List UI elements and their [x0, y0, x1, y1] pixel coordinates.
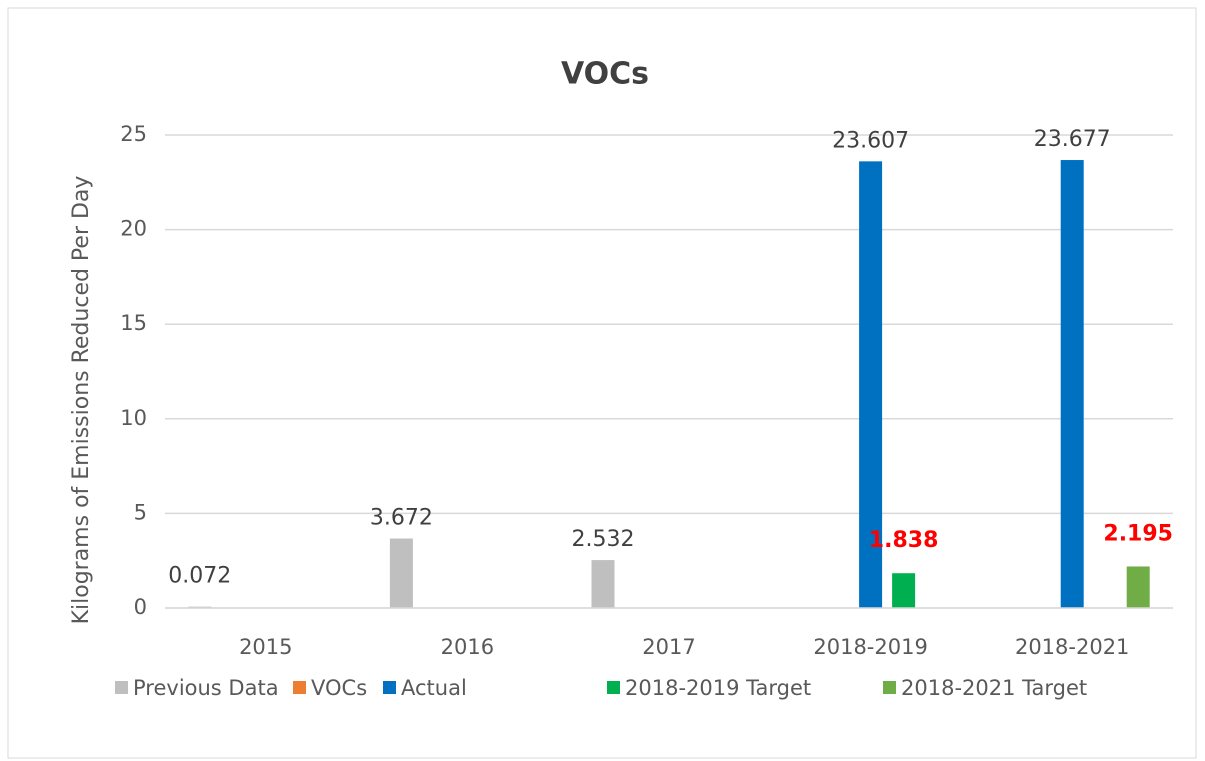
bar: [389, 538, 413, 608]
legend-label: Previous Data: [133, 676, 279, 700]
x-tick-label: 2016: [441, 635, 494, 659]
data-label: 2.532: [572, 527, 635, 552]
bar: [1126, 566, 1150, 608]
legend-label: 2018-2021 Target: [901, 676, 1087, 700]
legend-swatch: [883, 681, 896, 694]
data-label: 2.195: [1103, 521, 1173, 546]
x-tick-label: 2017: [642, 635, 695, 659]
legend-label: 2018-2019 Target: [625, 676, 811, 700]
bar: [1060, 160, 1084, 608]
x-tick-label: 2015: [239, 635, 292, 659]
legend-swatch: [607, 681, 620, 694]
bar: [859, 161, 883, 608]
data-label: 3.672: [370, 506, 433, 531]
data-label: 23.677: [1034, 127, 1111, 152]
x-tick-label: 2018-2021: [1015, 635, 1129, 659]
x-tick-label: 2018-2019: [813, 635, 927, 659]
data-label: 1.838: [869, 528, 939, 553]
y-tick-label: 10: [120, 406, 147, 430]
bar: [892, 573, 916, 608]
chart-border: [7, 7, 1197, 759]
y-axis-label: Kilograms of Emissions Reduced Per Day: [69, 176, 94, 625]
y-tick-label: 20: [120, 217, 147, 241]
y-tick-label: 5: [134, 500, 147, 524]
chart-title: VOCs: [561, 57, 649, 92]
legend-label: Actual: [401, 676, 467, 700]
legend-swatch: [293, 681, 306, 694]
y-tick-label: 15: [120, 311, 147, 335]
legend-swatch: [383, 681, 396, 694]
y-tick-label: 25: [120, 122, 147, 146]
data-label: 23.607: [832, 128, 909, 153]
bar: [591, 560, 615, 608]
legend-swatch: [115, 681, 128, 694]
legend-label: VOCs: [311, 676, 367, 700]
data-label: 0.072: [168, 564, 231, 589]
y-tick-label: 0: [134, 595, 147, 619]
